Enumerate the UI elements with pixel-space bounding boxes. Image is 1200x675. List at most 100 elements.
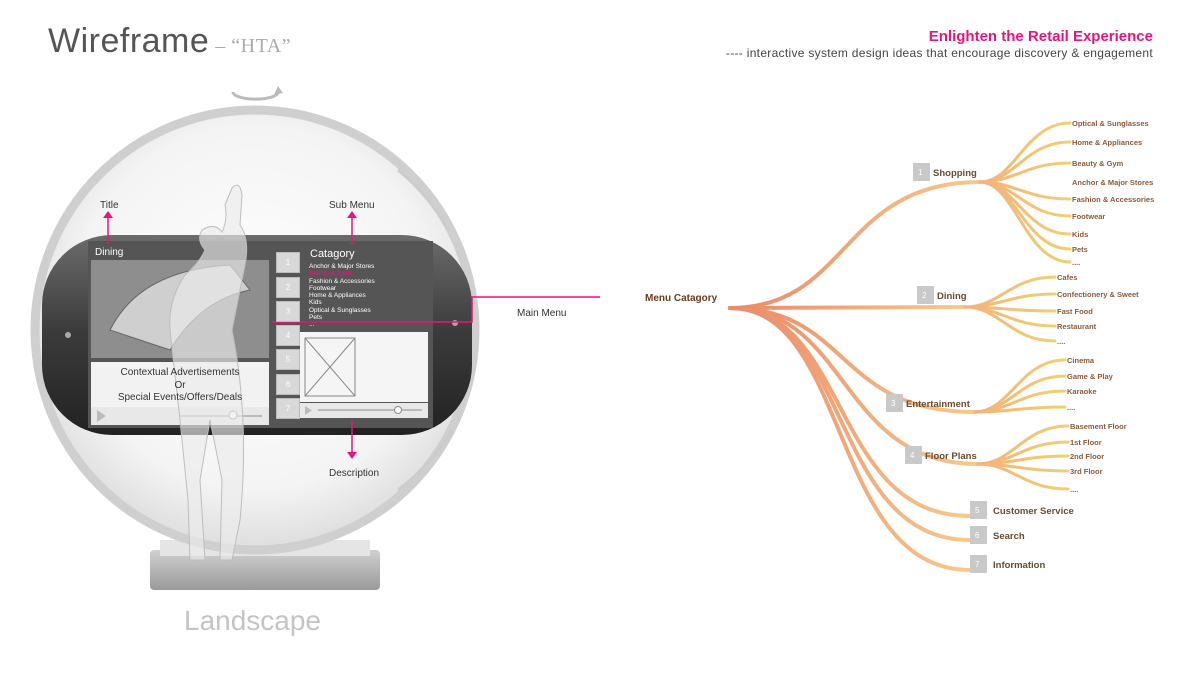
branch-label: Entertainment bbox=[906, 399, 971, 410]
tagline: ---- interactive system design ideas tha… bbox=[725, 46, 1153, 60]
leaf-line bbox=[978, 180, 1072, 264]
category-item[interactable]: Optical & Sunglasses bbox=[309, 306, 371, 314]
menu-button-7[interactable]: 7 bbox=[276, 398, 300, 419]
branch-line bbox=[728, 305, 967, 310]
tree-branches bbox=[645, 121, 1072, 572]
category-item-highlighted[interactable]: Beauty & Gym bbox=[309, 270, 351, 278]
ad-text: Contextual Advertisements Or Special Eve… bbox=[117, 367, 243, 403]
leaf-label: .... bbox=[1057, 337, 1065, 346]
kiosk-illustration bbox=[30, 86, 600, 590]
leaf-label: Anchor & Major Stores bbox=[1072, 178, 1153, 187]
desc-scrubber bbox=[394, 406, 402, 414]
branch-label: Dining bbox=[937, 291, 967, 302]
leaf-line bbox=[963, 305, 1057, 343]
callout-sub-menu: Sub Menu bbox=[329, 200, 375, 211]
callout-title: Title bbox=[100, 200, 119, 211]
title-text: Wireframe bbox=[48, 22, 210, 60]
device-sensor-right bbox=[452, 320, 458, 326]
branch-number: 2 bbox=[922, 291, 927, 300]
leaf-label: 3rd Floor bbox=[1070, 467, 1103, 476]
leaf-label: Beauty & Gym bbox=[1072, 159, 1124, 168]
branch-number: 7 bbox=[975, 560, 980, 569]
orientation-label: Landscape bbox=[184, 605, 322, 636]
category-list: Anchor & Major Stores Beauty & Gym Fashi… bbox=[309, 263, 375, 329]
callout-description: Description bbox=[329, 468, 380, 479]
branch-number-box bbox=[970, 526, 987, 544]
branch-line bbox=[728, 306, 980, 466]
leaf-line bbox=[963, 292, 1057, 309]
leaf-label: Pets bbox=[1072, 245, 1088, 254]
branch-line bbox=[728, 306, 977, 414]
menu-button-3[interactable]: 3 bbox=[276, 301, 300, 322]
branch-line bbox=[728, 306, 972, 518]
leaf-label: Fast Food bbox=[1057, 307, 1093, 316]
leaf-line bbox=[978, 121, 1072, 184]
branch-number: 3 bbox=[891, 399, 896, 408]
leaf-label: Fashion & Accessories bbox=[1072, 195, 1154, 204]
branch-number: 5 bbox=[975, 506, 980, 515]
desc-play-icon bbox=[305, 406, 312, 415]
rotate-arrow-head-icon bbox=[274, 86, 283, 95]
ad-play-icon bbox=[97, 410, 106, 422]
category-item[interactable]: Footwear bbox=[309, 284, 337, 292]
branch-number-box bbox=[917, 286, 934, 304]
leaf-label: Kids bbox=[1072, 230, 1088, 239]
leaf-label: Cafes bbox=[1057, 273, 1077, 282]
branch-number-box bbox=[970, 555, 987, 573]
leaf-line bbox=[963, 275, 1057, 309]
menu-tree: Menu Catagory 1 Shopping Optical & Sunglass… bbox=[645, 119, 1154, 573]
tree-root-label: Menu Catagory bbox=[645, 293, 718, 304]
branch-number: 6 bbox=[975, 531, 980, 540]
branch-line bbox=[728, 306, 972, 572]
category-item[interactable]: Anchor & Major Stores bbox=[309, 263, 375, 270]
page-title: Wireframe – “HTA” bbox=[48, 22, 291, 61]
branch-label: Information bbox=[993, 560, 1045, 571]
leaf-label: Karaoke bbox=[1067, 387, 1097, 396]
page-subtitle: – “HTA” bbox=[215, 35, 292, 57]
person-silhouette bbox=[169, 184, 248, 561]
leaf-label: Confectionery & Sweet bbox=[1057, 290, 1139, 299]
leaf-label: 1st Floor bbox=[1070, 438, 1102, 447]
menu-button-6[interactable]: 6 bbox=[276, 374, 300, 395]
headline: Enlighten the Retail Experience bbox=[928, 28, 1153, 45]
leaf-label: .... bbox=[1070, 485, 1078, 494]
image-placeholder bbox=[304, 337, 356, 397]
menu-button-1[interactable]: 1 bbox=[276, 252, 300, 273]
branch-label: Search bbox=[993, 531, 1025, 542]
category-item[interactable]: Pets bbox=[309, 314, 323, 322]
description-panel bbox=[300, 332, 428, 402]
swipe-arc-bottom bbox=[397, 429, 454, 492]
menu-button-4[interactable]: 4 bbox=[276, 325, 300, 346]
leaf-line bbox=[976, 462, 1070, 491]
branch-label: Customer Service bbox=[993, 506, 1074, 517]
branch-label: Floor Plans bbox=[925, 451, 977, 462]
category-item[interactable]: Kids bbox=[309, 299, 322, 307]
screen-title: Dining bbox=[95, 247, 124, 258]
category-item[interactable]: Home & Appliances bbox=[309, 292, 366, 300]
callout-main-menu: Main Menu bbox=[517, 308, 567, 319]
tree-labels: Menu Catagory 1 Shopping Optical & Sunglass… bbox=[645, 119, 1154, 573]
leaf-label: 2nd Floor bbox=[1070, 452, 1104, 461]
branch-number: 4 bbox=[910, 451, 915, 460]
leaf-label: Game & Play bbox=[1067, 372, 1114, 381]
branch-number: 1 bbox=[918, 168, 923, 177]
branch-label: Shopping bbox=[933, 168, 977, 179]
leaf-label: Cinema bbox=[1067, 356, 1095, 365]
rotate-icon bbox=[231, 91, 280, 101]
menu-button-2[interactable]: 2 bbox=[276, 277, 300, 298]
category-item[interactable]: ... bbox=[309, 321, 315, 329]
device-sensor-left bbox=[65, 332, 71, 338]
category-heading: Catagory bbox=[310, 248, 355, 260]
leaf-label: Footwear bbox=[1072, 212, 1105, 221]
branch-line bbox=[728, 180, 982, 310]
leaf-line bbox=[973, 358, 1067, 414]
branch-number-box bbox=[970, 501, 987, 519]
leaf-label: Basement Floor bbox=[1070, 422, 1127, 431]
swipe-arc-top bbox=[397, 168, 450, 231]
menu-button-5[interactable]: 5 bbox=[276, 349, 300, 370]
leaf-label: .... bbox=[1067, 403, 1075, 412]
leaf-line bbox=[976, 454, 1070, 466]
category-item[interactable]: Fashion & Accessories bbox=[309, 277, 375, 285]
leaf-label: .... bbox=[1072, 258, 1080, 267]
leaf-label: Restaurant bbox=[1057, 322, 1097, 331]
